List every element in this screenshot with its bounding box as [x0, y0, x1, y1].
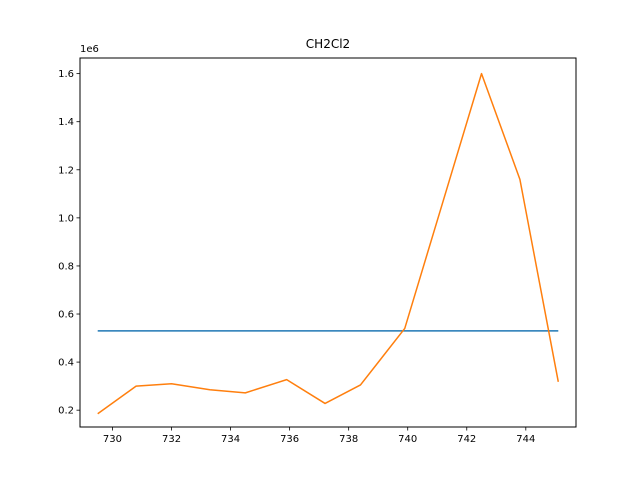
x-tick-label: 732 — [162, 434, 181, 445]
y-tick-label: 1.2 — [58, 165, 74, 176]
x-tick-label: 742 — [457, 434, 476, 445]
plot-frame — [79, 57, 577, 428]
x-tick-label: 734 — [221, 434, 240, 445]
y-tick-label: 1.0 — [58, 213, 74, 224]
series-line-1 — [97, 72, 560, 415]
x-tick-label: 736 — [280, 434, 299, 445]
y-tick-label: 1.6 — [58, 69, 74, 80]
y-scale-label: 1e6 — [80, 44, 99, 55]
x-axis: 730 732 734 736 738 740 742 744 — [103, 427, 535, 445]
x-tick-label: 730 — [103, 434, 122, 445]
x-tick-label: 744 — [516, 434, 535, 445]
y-tick-label: 0.2 — [58, 406, 74, 417]
x-tick-label: 740 — [398, 434, 417, 445]
y-axis: 0.2 0.4 0.6 0.8 1.0 1.2 1.4 1.6 — [58, 69, 80, 417]
y-tick-label: 0.6 — [58, 310, 74, 321]
y-tick-label: 0.8 — [58, 261, 74, 272]
plot-layer — [97, 72, 560, 415]
y-tick-label: 1.4 — [58, 117, 74, 128]
x-tick-label: 738 — [339, 434, 358, 445]
y-tick-label: 0.4 — [58, 358, 74, 369]
chart-title: CH2Cl2 — [306, 37, 350, 51]
